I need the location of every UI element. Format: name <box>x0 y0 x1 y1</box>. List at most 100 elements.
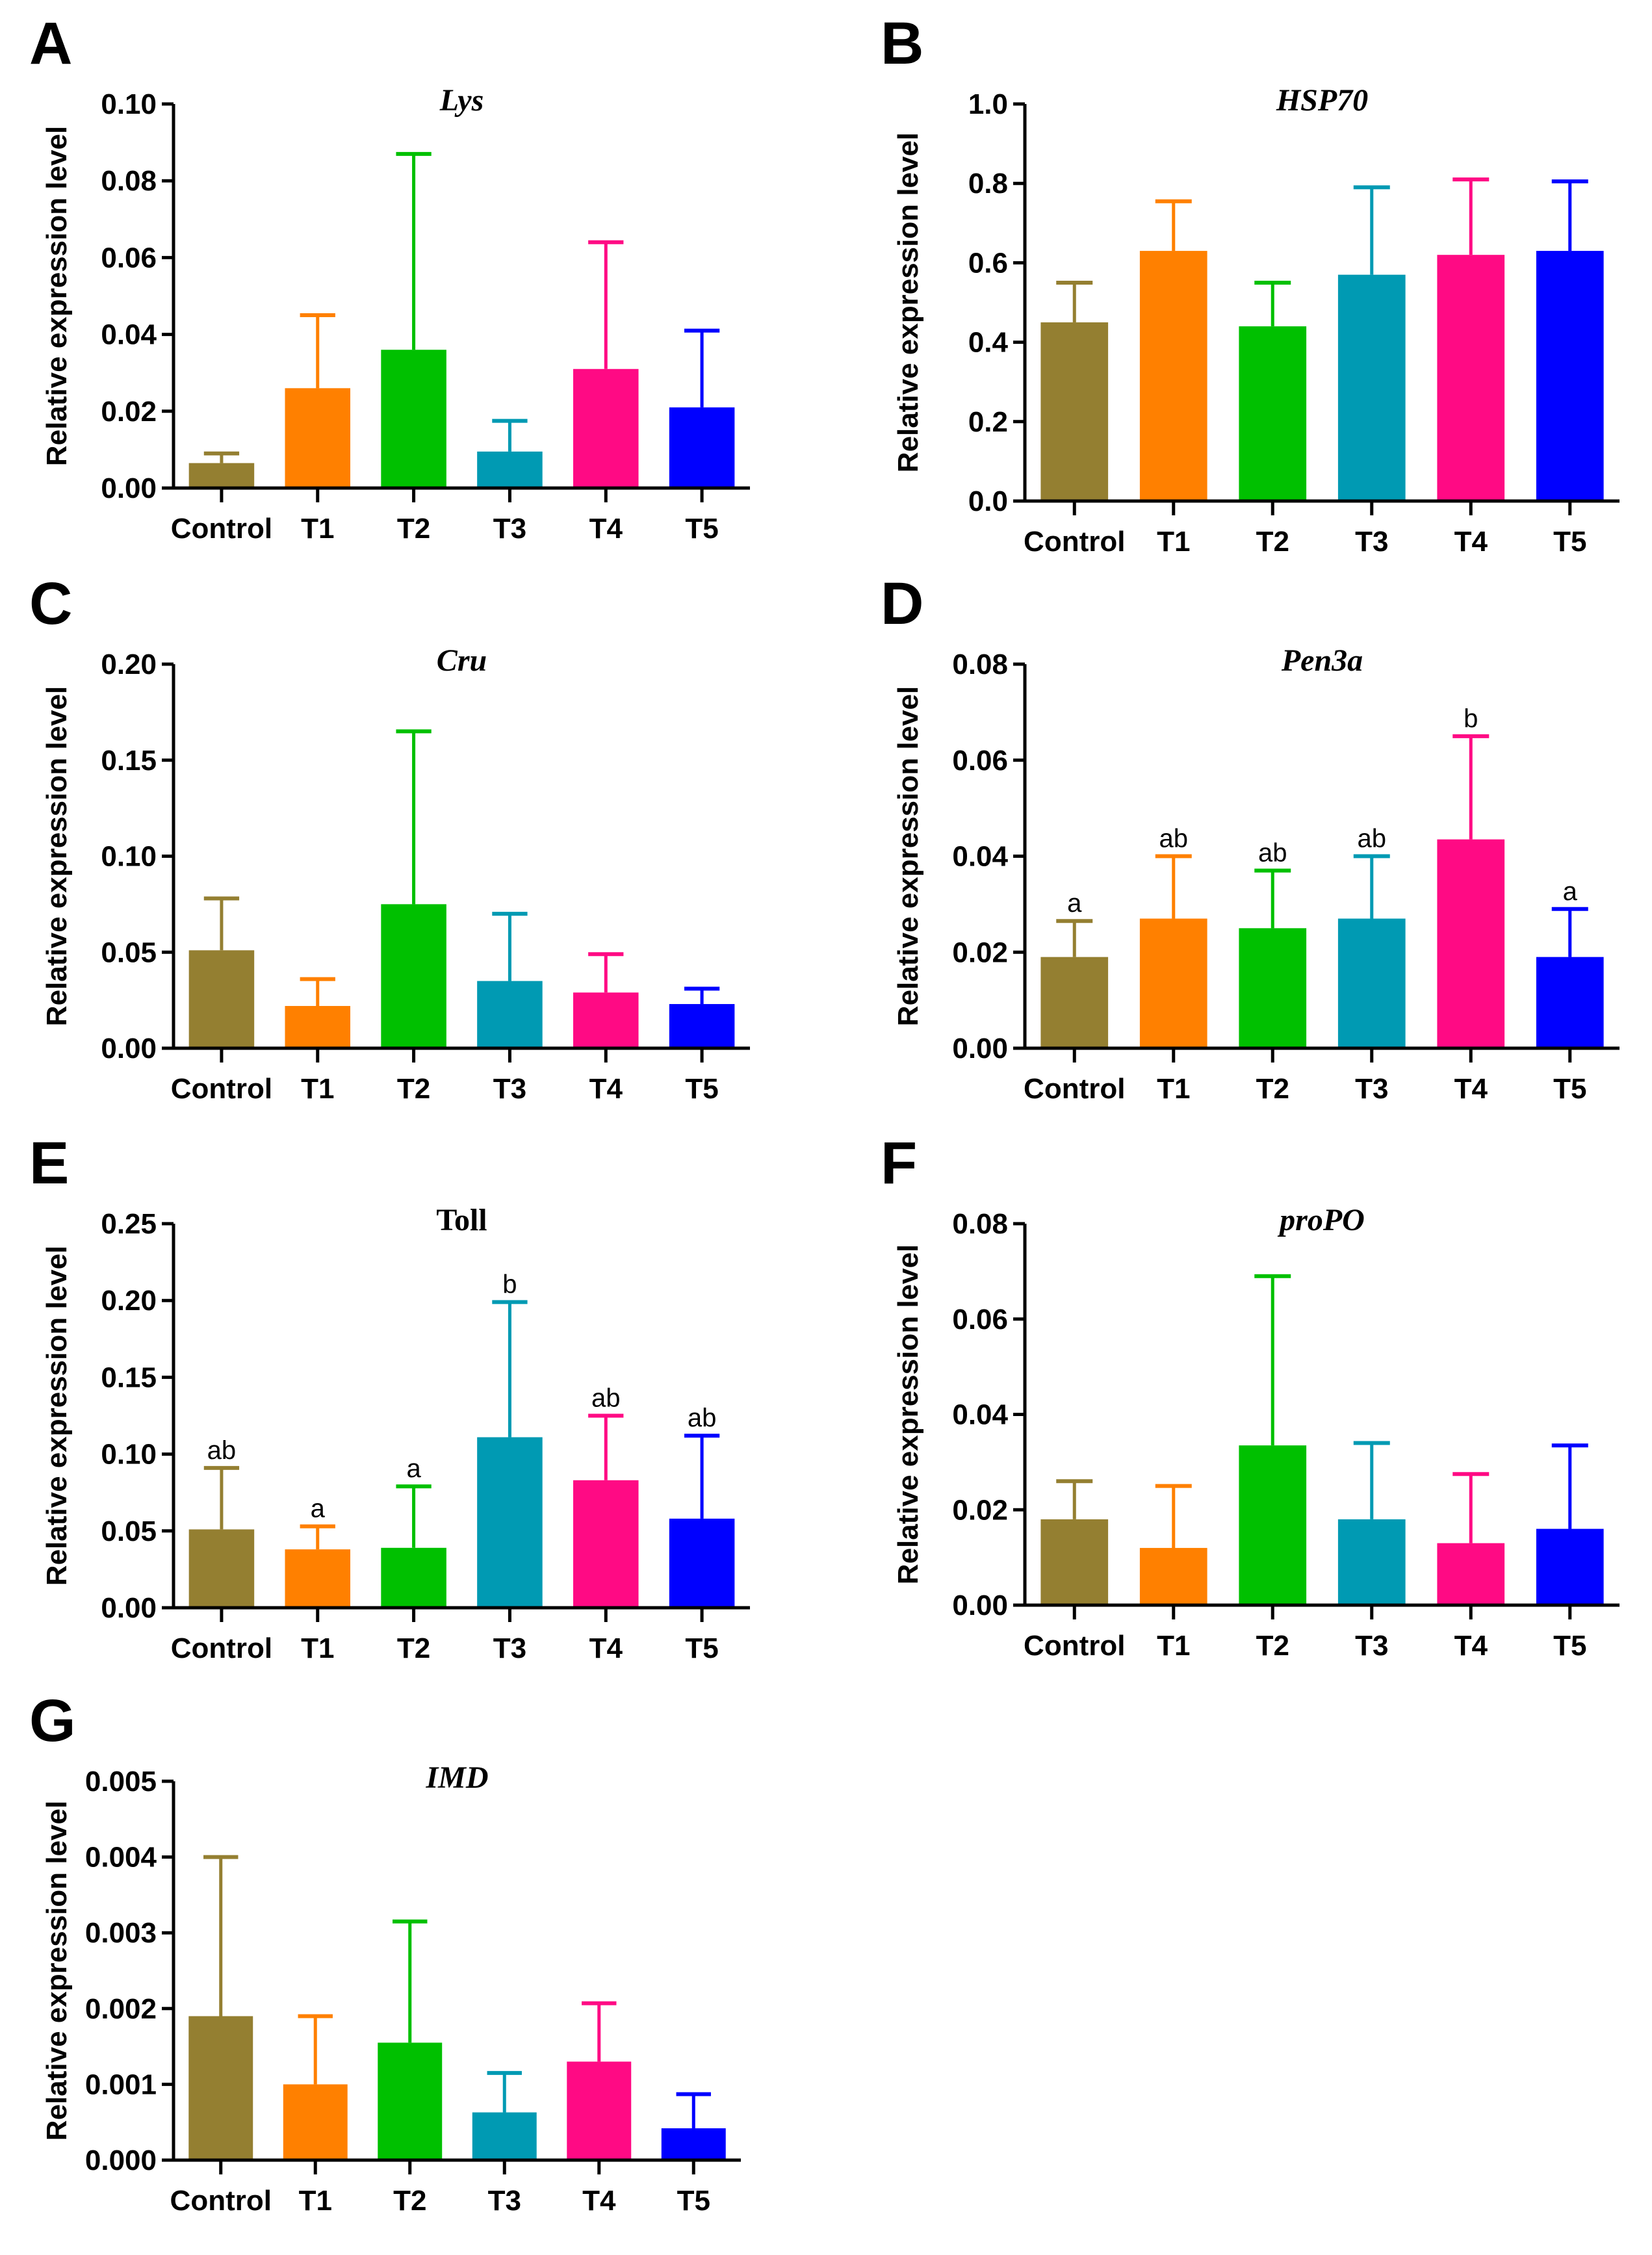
chart-title: proPO <box>1277 1203 1365 1237</box>
significance-letter: a <box>1563 877 1578 906</box>
bar-t2 <box>381 350 446 488</box>
chart-title: Pen3a <box>1281 643 1363 678</box>
y-axis-label: Relative expression level <box>892 133 924 472</box>
bar-t4 <box>1437 839 1505 1048</box>
bar-control <box>188 463 255 488</box>
y-tick-label: 0.15 <box>101 1361 157 1393</box>
y-axis-label: Relative expression level <box>892 686 924 1026</box>
x-tick-label: T1 <box>299 2185 332 2217</box>
x-tick-label: Control <box>170 2185 272 2217</box>
y-tick-label: 0.06 <box>101 242 157 274</box>
chart-title: Lys <box>439 83 484 118</box>
y-tick-label: 0.15 <box>101 745 157 777</box>
y-tick-label: 0.10 <box>101 841 157 873</box>
x-tick-label: T5 <box>685 513 718 545</box>
x-tick-label: T4 <box>1454 1630 1488 1662</box>
chart-title: HSP70 <box>1276 83 1368 118</box>
x-tick-label: T4 <box>1454 526 1488 558</box>
x-tick-label: Control <box>1024 1630 1125 1662</box>
bar-t2 <box>1239 326 1307 501</box>
y-tick-label: 0.00 <box>952 1033 1008 1064</box>
y-tick-label: 0.04 <box>101 319 157 351</box>
significance-letter: b <box>1464 704 1478 733</box>
x-tick-label: Control <box>1024 1073 1125 1105</box>
y-tick-label: 0.20 <box>101 1285 157 1317</box>
x-tick-label: Control <box>1024 526 1125 558</box>
x-tick-label: T1 <box>301 513 334 545</box>
x-tick-label: T5 <box>1553 526 1586 558</box>
bar-t3 <box>1337 1519 1406 1605</box>
panel-letter: F <box>881 1130 917 1196</box>
y-tick-label: 0.20 <box>101 649 157 680</box>
y-tick-label: 0.05 <box>101 1515 157 1547</box>
x-tick-label: T1 <box>1157 1630 1190 1662</box>
y-tick-label: 0.08 <box>101 165 157 197</box>
bar-t4 <box>1437 1543 1505 1605</box>
bar-t5 <box>1536 1528 1604 1605</box>
bar-control <box>1040 957 1109 1048</box>
significance-letter: ab <box>1258 839 1287 868</box>
bar-t3 <box>472 2112 537 2160</box>
significance-letter: a <box>311 1495 326 1523</box>
x-tick-label: Control <box>171 1073 272 1105</box>
x-tick-label: Control <box>171 513 272 545</box>
bar-t3 <box>477 981 543 1048</box>
x-tick-label: T1 <box>1157 526 1190 558</box>
x-tick-label: T2 <box>1256 1630 1289 1662</box>
y-tick-label: 0.00 <box>101 472 157 504</box>
x-tick-label: T5 <box>677 2185 710 2217</box>
y-tick-label: 0.02 <box>952 1494 1008 1526</box>
bar-t4 <box>573 368 639 488</box>
bar-t1 <box>1139 918 1207 1048</box>
significance-letter: ab <box>207 1436 237 1465</box>
x-tick-label: T2 <box>397 513 430 545</box>
panel-b: B HSP70 Relative expression level Control T1… <box>881 10 1620 558</box>
x-tick-label: T3 <box>493 1632 526 1664</box>
y-tick-label: 0.000 <box>85 2145 157 2176</box>
bar-t1 <box>1139 251 1207 501</box>
y-tick-label: 0.001 <box>85 2068 157 2100</box>
bar-t2 <box>378 2042 443 2160</box>
significance-letter: ab <box>688 1404 717 1432</box>
x-tick-label: T4 <box>1454 1073 1488 1105</box>
x-tick-label: Control <box>171 1632 272 1664</box>
x-tick-label: T4 <box>589 1073 623 1105</box>
bar-t1 <box>285 1005 351 1048</box>
x-tick-label: T5 <box>1553 1073 1586 1105</box>
bar-t2 <box>381 1547 446 1608</box>
bar-t1 <box>285 388 351 488</box>
significance-letter: ab <box>1358 825 1387 853</box>
y-axis-label: Relative expression level <box>892 1244 924 1584</box>
x-tick-label: T3 <box>1355 526 1388 558</box>
bar-t5 <box>669 1518 735 1608</box>
y-tick-label: 0.4 <box>968 327 1009 359</box>
x-tick-label: T2 <box>1256 1073 1289 1105</box>
bar-t3 <box>1337 274 1406 501</box>
x-tick-label: T1 <box>301 1073 334 1105</box>
y-tick-label: 0.0 <box>968 485 1008 517</box>
y-tick-label: 0.00 <box>952 1590 1008 1621</box>
y-tick-label: 0.10 <box>101 88 157 120</box>
y-tick-label: 0.00 <box>101 1033 157 1064</box>
panel-letter: C <box>29 571 72 637</box>
y-tick-label: 0.003 <box>85 1917 157 1949</box>
bar-t5 <box>661 2128 726 2160</box>
significance-letter: a <box>406 1454 421 1483</box>
bar-t5 <box>1536 957 1604 1048</box>
x-tick-label: T4 <box>589 513 623 545</box>
bar-t1 <box>283 2084 348 2160</box>
bar-t4 <box>567 2061 632 2160</box>
panel-letter: G <box>29 1688 76 1754</box>
panel-c: C Cru Relative expression level Control T1 T2… <box>29 571 750 1105</box>
bar-t2 <box>381 904 446 1048</box>
y-tick-label: 0.005 <box>85 1766 157 1798</box>
x-tick-label: T5 <box>1553 1630 1586 1662</box>
y-tick-label: 0.05 <box>101 936 157 968</box>
bar-t5 <box>1536 251 1604 501</box>
x-tick-label: T1 <box>301 1632 334 1664</box>
x-tick-label: T3 <box>493 1073 526 1105</box>
y-tick-label: 0.004 <box>85 1842 157 1874</box>
